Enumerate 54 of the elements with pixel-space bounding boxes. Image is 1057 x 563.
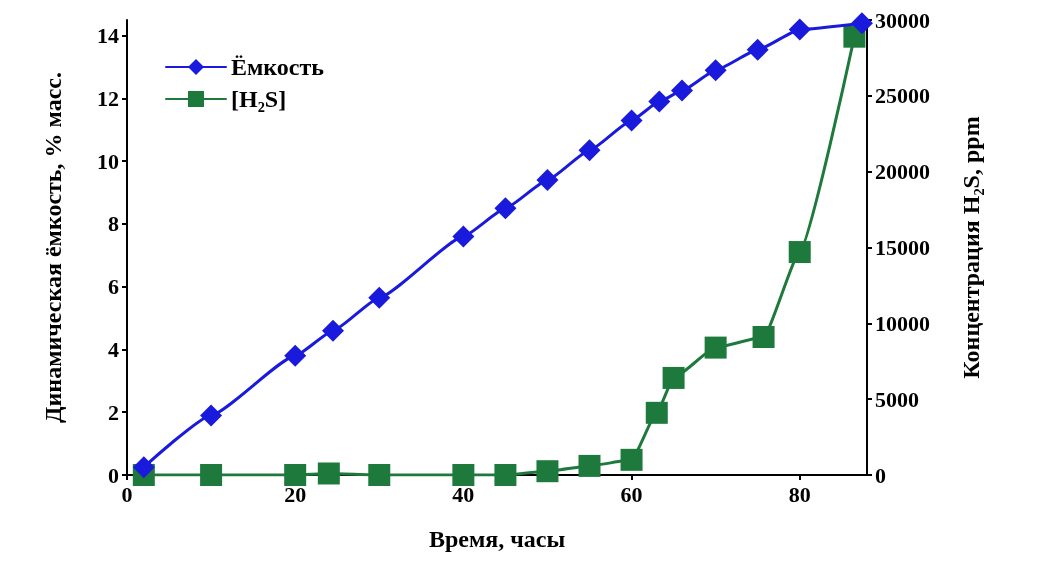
y-tick-label: 10 bbox=[97, 148, 119, 174]
y2-tick-label: 0 bbox=[875, 462, 886, 488]
point bbox=[704, 59, 727, 82]
x-tick-label: 40 bbox=[452, 481, 475, 507]
x-tick-label: 20 bbox=[284, 481, 307, 507]
point bbox=[704, 336, 727, 359]
y2-tick-label: 20000 bbox=[875, 159, 930, 185]
point bbox=[850, 12, 873, 35]
point bbox=[536, 460, 559, 483]
x-tick-label: 80 bbox=[788, 481, 811, 507]
point bbox=[284, 464, 307, 486]
y-tick-label: 8 bbox=[108, 211, 119, 237]
point bbox=[368, 464, 391, 486]
y2-tick-label: 25000 bbox=[875, 83, 930, 109]
point bbox=[284, 344, 307, 367]
legend-label: [H₂S] bbox=[231, 86, 287, 112]
point bbox=[620, 448, 643, 471]
y-tick-label: 14 bbox=[97, 23, 119, 49]
point bbox=[317, 462, 340, 485]
point bbox=[648, 90, 671, 113]
point bbox=[645, 401, 668, 424]
x-axis-title: Время, часы bbox=[428, 526, 566, 552]
point bbox=[494, 464, 517, 486]
y2-tick-label: 15000 bbox=[875, 235, 930, 260]
y-tick-label: 12 bbox=[97, 85, 119, 111]
point bbox=[752, 325, 775, 348]
point bbox=[578, 139, 601, 162]
point bbox=[536, 169, 559, 192]
point bbox=[494, 197, 517, 220]
point bbox=[132, 456, 155, 479]
point bbox=[452, 464, 475, 486]
point bbox=[452, 225, 475, 248]
point bbox=[746, 38, 769, 61]
y2-tick-label: 5000 bbox=[875, 386, 919, 412]
point bbox=[200, 464, 223, 486]
point bbox=[578, 454, 601, 477]
y2-tick-label: 30000 bbox=[875, 7, 930, 33]
point bbox=[662, 366, 685, 389]
point bbox=[788, 18, 811, 41]
y-tick-label: 6 bbox=[108, 274, 119, 300]
point bbox=[200, 404, 223, 427]
legend-label: Ёмкость bbox=[231, 54, 325, 80]
y-tick-label: 0 bbox=[108, 462, 119, 488]
y2-tick-label: 10000 bbox=[875, 310, 930, 336]
point bbox=[620, 109, 643, 132]
point bbox=[788, 241, 811, 264]
y-axis-title: Динамическая ёмкость, % масс. bbox=[40, 71, 66, 424]
y-tick-label: 4 bbox=[108, 336, 119, 362]
y2-axis-title: Концентрация H₂S, ppm bbox=[958, 116, 984, 379]
point bbox=[368, 286, 391, 309]
x-tick-label: 60 bbox=[620, 481, 643, 507]
y-tick-label: 2 bbox=[108, 399, 119, 425]
point bbox=[671, 79, 693, 102]
point bbox=[322, 319, 345, 342]
